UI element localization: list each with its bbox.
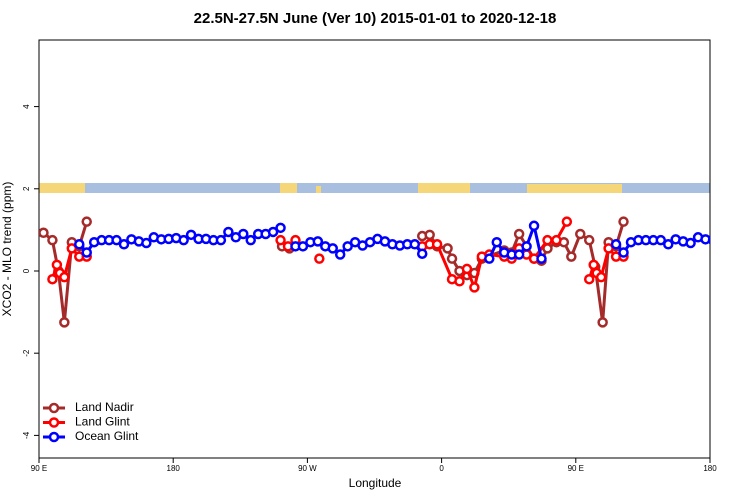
point [536, 253, 547, 264]
point [461, 263, 473, 275]
point [334, 249, 346, 260]
plot-frame [38, 39, 711, 459]
point [141, 237, 152, 249]
point [583, 273, 595, 285]
point [238, 228, 249, 240]
point [597, 317, 608, 328]
point [409, 239, 421, 250]
point [275, 234, 286, 246]
point [275, 222, 286, 234]
x-tick-label: 0 [439, 464, 444, 473]
point [223, 226, 234, 238]
x-tick-label: 90 E [31, 464, 47, 473]
point [513, 228, 525, 240]
point [588, 259, 599, 271]
point [111, 234, 122, 246]
point [655, 234, 667, 246]
x-tick-label: 90 W [298, 464, 317, 473]
y-axis-label: XCO2 - MLO trend (ppm) [0, 182, 14, 317]
point [66, 243, 78, 254]
point [312, 236, 324, 247]
point [245, 234, 256, 246]
point [707, 235, 710, 245]
point [542, 234, 553, 246]
legend-label: Ocean Glint [75, 429, 139, 443]
point [583, 234, 595, 246]
point [314, 253, 325, 264]
legend-item: Ocean Glint [43, 429, 139, 443]
point [424, 229, 435, 241]
point [618, 247, 629, 258]
point [442, 243, 453, 254]
map-strip [39, 183, 710, 193]
point [74, 239, 85, 250]
legend-marker [48, 417, 60, 428]
point [185, 229, 197, 241]
legend-label: Land Glint [75, 415, 130, 429]
point [416, 248, 428, 259]
x-tick-label: 90 E [568, 464, 584, 473]
point [575, 228, 586, 240]
point [327, 243, 338, 254]
point [81, 247, 92, 258]
plot-area [39, 216, 710, 328]
point [551, 234, 562, 246]
point [566, 251, 577, 262]
point [47, 234, 58, 246]
point [342, 241, 353, 252]
point [51, 259, 63, 271]
chart-title: 22.5N-27.5N June (Ver 10) 2015-01-01 to … [194, 10, 557, 27]
point [178, 234, 189, 246]
y-tick-label: -2 [22, 349, 31, 357]
point [595, 271, 607, 283]
point [215, 234, 227, 246]
y-tick-label: 4 [22, 104, 31, 109]
legend-item: Land Glint [43, 415, 130, 429]
x-axis-label: Longitude [349, 476, 402, 490]
point [81, 216, 92, 227]
point [454, 276, 465, 287]
point [618, 216, 629, 227]
point [59, 271, 70, 283]
y-tick-label: 0 [22, 268, 31, 273]
point [603, 243, 614, 254]
point [297, 241, 309, 252]
legend-label: Land Nadir [75, 400, 134, 414]
legend-item: Land Nadir [43, 400, 134, 414]
point [491, 236, 503, 248]
x-tick-label: 180 [703, 464, 717, 473]
point [685, 237, 696, 249]
point [610, 239, 622, 250]
point [47, 273, 58, 285]
point [561, 216, 573, 227]
legend-marker [48, 402, 60, 414]
point [118, 239, 130, 250]
x-tick-label: 180 [167, 464, 181, 473]
point [59, 317, 70, 328]
point [469, 282, 480, 293]
point [267, 226, 279, 238]
point [528, 220, 540, 232]
point [431, 239, 443, 250]
y-tick-label: -4 [22, 431, 31, 439]
point [39, 227, 49, 239]
point [513, 249, 525, 260]
point [446, 253, 458, 264]
point [484, 253, 495, 264]
point [521, 241, 532, 252]
point [662, 239, 674, 250]
y-tick-label: 2 [22, 186, 31, 191]
legend-marker [48, 431, 60, 443]
